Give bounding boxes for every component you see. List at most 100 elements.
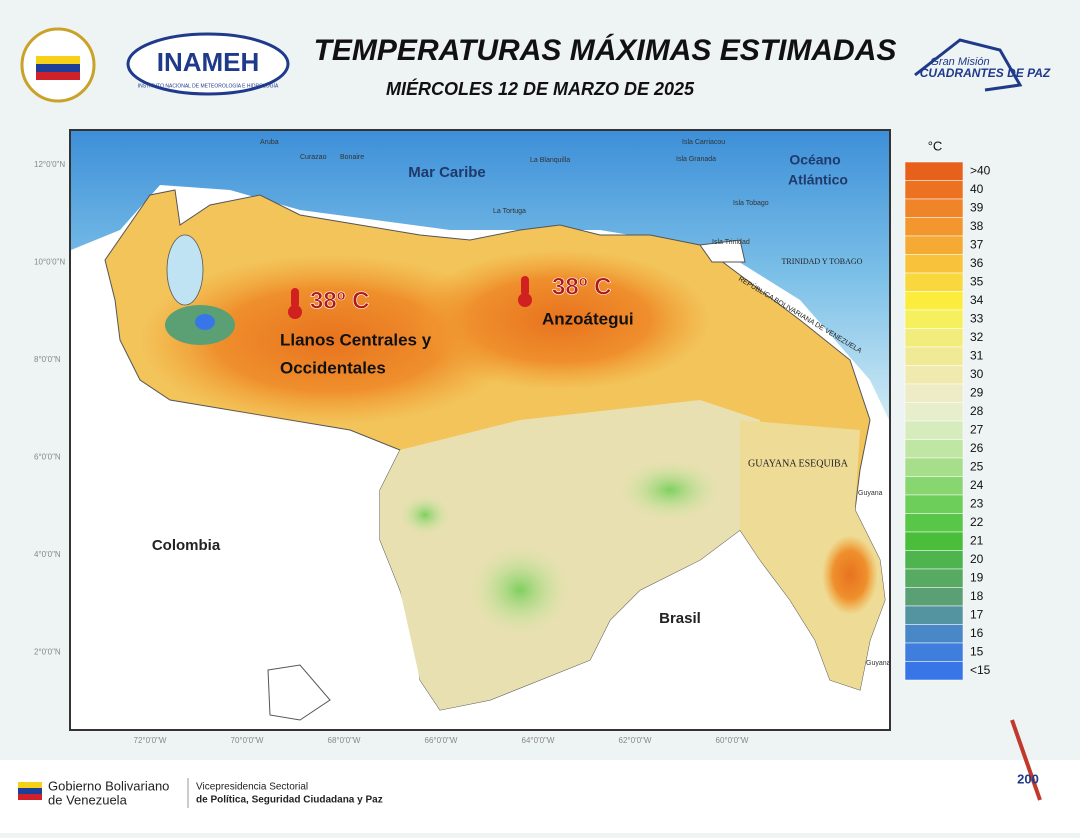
subtitle: MIÉRCOLES 12 DE MARZO DE 2025: [386, 78, 695, 99]
legend-swatch: [904, 624, 964, 644]
logo-text: INAMEH: [157, 47, 260, 77]
trinidad: [699, 239, 746, 263]
island-label: Aruba: [260, 139, 279, 146]
legend-swatch: [904, 439, 964, 459]
legend-swatch: [904, 402, 964, 422]
legend-label: 40: [970, 182, 984, 196]
flag-stripe: [18, 788, 42, 794]
lat-label: 6°0'0"N: [34, 453, 61, 462]
legend-label: 24: [970, 478, 984, 492]
legend-label: 35: [970, 274, 984, 288]
legend-swatch: [904, 568, 964, 588]
legend-label: 22: [970, 515, 984, 529]
thermometer: [521, 276, 529, 296]
callout-temp: 38º C: [552, 273, 611, 300]
map-label: Colombia: [152, 537, 221, 554]
legend-swatch: [904, 291, 964, 311]
flag-stripe: [18, 794, 42, 800]
callout-place: Occidentales: [280, 358, 386, 377]
cool-zone: [620, 460, 720, 520]
footer-text: de Política, Seguridad Ciudadana y Paz: [196, 795, 383, 806]
legend-label: 33: [970, 311, 984, 325]
lat-label: 10°0'0"N: [34, 258, 65, 267]
legend-label: 34: [970, 293, 984, 307]
legend-swatch: [904, 550, 964, 570]
legend-swatch: [904, 642, 964, 662]
legend-label: 37: [970, 237, 984, 251]
footer-text: de Venezuela: [48, 792, 128, 807]
legend-swatch: [904, 309, 964, 329]
cool-zone: [400, 495, 450, 535]
logo-text: CUADRANTES DE PAZ: [920, 66, 1051, 80]
legend-label: 29: [970, 385, 984, 399]
legend-swatch: [904, 476, 964, 496]
heat-zone: [822, 535, 878, 615]
legend-label: 18: [970, 589, 984, 603]
legend-swatch: [904, 605, 964, 625]
legend-swatch: [904, 346, 964, 366]
map-label: Mar Caribe: [408, 164, 486, 181]
legend-swatch: [904, 328, 964, 348]
lat-label: 2°0'0"N: [34, 648, 61, 657]
legend-label: 39: [970, 200, 984, 214]
lon-label: 62°0'0"W: [619, 736, 652, 745]
map-label: TRINIDAD Y TOBAGO: [782, 257, 863, 266]
island-label: Guyana: [866, 660, 891, 667]
lon-label: 70°0'0"W: [231, 736, 264, 745]
thermometer: [291, 288, 299, 308]
logo-text: Gran Misión: [930, 56, 989, 68]
legend-swatch: [904, 494, 964, 514]
flag-stripe: [18, 782, 42, 788]
lat-label: 12°0'0"N: [34, 160, 65, 169]
legend-swatch: [904, 272, 964, 292]
badge: 200: [1017, 771, 1039, 786]
legend-swatch: [904, 420, 964, 440]
island-label: Isla Tobago: [733, 200, 769, 207]
legend-swatch: [904, 587, 964, 607]
callout-place: Anzoátegui: [542, 309, 634, 328]
legend-unit: °C: [928, 138, 943, 153]
cool-zone: [470, 545, 570, 635]
cuadrantes-outline: [914, 38, 1023, 92]
map-label: Atlántico: [788, 172, 848, 188]
island-label: La Tortuga: [493, 208, 526, 215]
andes-zone: [195, 314, 215, 330]
legend-label: 23: [970, 496, 984, 510]
legend-swatch: [904, 661, 964, 681]
legend-swatch: [904, 217, 964, 237]
legend-label: 15: [970, 644, 984, 658]
border-detail: [267, 664, 331, 721]
sea: [71, 131, 889, 420]
lon-label: 60°0'0"W: [716, 736, 749, 745]
footer-text: Gobierno Bolivariano: [48, 778, 169, 793]
legend-swatch: [904, 161, 964, 181]
lon-label: 72°0'0"W: [134, 736, 167, 745]
flag-stripe: [36, 56, 80, 64]
legend-swatch: [904, 457, 964, 477]
legend-label: 19: [970, 570, 984, 584]
footer-text: Vicepresidencia Sectorial: [196, 782, 308, 793]
legend-label: >40: [970, 163, 991, 177]
island-label: Isla Granada: [676, 156, 716, 163]
map-label: GUAYANA ESEQUIBA: [748, 458, 849, 469]
map-label: Brasil: [659, 610, 701, 627]
lon-label: 66°0'0"W: [425, 736, 458, 745]
legend-label: 38: [970, 219, 984, 233]
legend-label: 25: [970, 459, 984, 473]
esequiba-region: [740, 420, 885, 690]
lon-label: 68°0'0"W: [328, 736, 361, 745]
legend-swatch: [904, 513, 964, 533]
callout-temp: 38º C: [310, 287, 369, 314]
legend-swatch: [904, 383, 964, 403]
heat-zone: [410, 250, 710, 390]
legend-swatch: [904, 235, 964, 255]
legend-label: 16: [970, 626, 984, 640]
lake-maracaibo: [166, 234, 204, 306]
map-label: Océano: [789, 152, 840, 168]
callout-place: Llanos Centrales y: [280, 330, 432, 349]
legend-label: 32: [970, 330, 984, 344]
legend-label: 21: [970, 533, 984, 547]
island-label: Isla Trinidad: [712, 239, 750, 246]
legend-label: 36: [970, 256, 984, 270]
island-label: Isla Carriacou: [682, 139, 725, 146]
